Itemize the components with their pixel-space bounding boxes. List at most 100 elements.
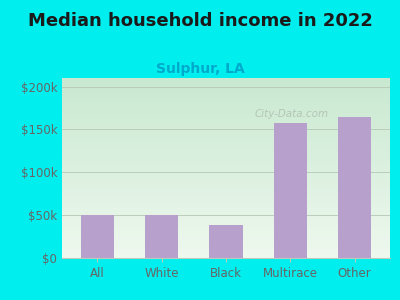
Bar — [62, 126, 390, 127]
Bar — [62, 165, 390, 166]
Bar — [62, 115, 390, 116]
Bar — [62, 153, 390, 154]
Bar — [62, 113, 390, 114]
Bar — [62, 110, 390, 111]
Bar — [62, 85, 390, 86]
Bar — [62, 192, 390, 193]
Bar — [62, 160, 390, 161]
Bar — [62, 194, 390, 195]
Bar — [62, 187, 390, 188]
Bar — [62, 251, 390, 252]
Bar — [62, 222, 390, 223]
Bar — [62, 146, 390, 147]
Bar — [62, 82, 390, 83]
Bar — [62, 223, 390, 224]
Bar — [274, 123, 307, 258]
Bar — [62, 118, 390, 119]
Bar — [62, 90, 390, 91]
Bar — [62, 200, 390, 201]
Bar — [62, 100, 390, 101]
Bar — [62, 183, 390, 184]
Bar — [62, 247, 390, 248]
Bar — [62, 88, 390, 89]
Bar — [62, 230, 390, 231]
Bar — [62, 232, 390, 233]
Bar — [62, 84, 390, 85]
Bar — [62, 245, 390, 246]
Bar — [62, 142, 390, 143]
Bar — [62, 257, 390, 258]
Bar — [62, 191, 390, 192]
Bar — [62, 106, 390, 107]
Bar — [62, 121, 390, 122]
Bar — [62, 253, 390, 254]
Bar — [62, 234, 390, 235]
Bar — [62, 95, 390, 96]
Bar — [62, 198, 390, 199]
Bar — [62, 227, 390, 228]
Bar — [62, 239, 390, 240]
Bar — [62, 241, 390, 242]
Bar — [62, 120, 390, 121]
Bar — [338, 117, 371, 258]
Bar — [62, 217, 390, 218]
Bar — [62, 176, 390, 177]
Bar — [62, 143, 390, 144]
Bar — [62, 155, 390, 156]
Bar — [62, 112, 390, 113]
Bar — [62, 148, 390, 149]
Bar — [62, 231, 390, 232]
Bar — [62, 225, 390, 226]
Bar — [62, 175, 390, 176]
Bar — [62, 229, 390, 230]
Bar — [62, 168, 390, 169]
Bar — [62, 203, 390, 204]
Bar — [62, 78, 390, 79]
Bar — [62, 157, 390, 158]
Bar — [62, 119, 390, 120]
Bar — [62, 156, 390, 157]
Bar — [62, 179, 390, 180]
Bar — [62, 103, 390, 104]
Bar — [62, 116, 390, 117]
Bar — [62, 130, 390, 131]
Bar — [62, 178, 390, 179]
Bar — [62, 188, 390, 189]
Bar — [62, 193, 390, 194]
Bar — [62, 255, 390, 256]
Bar — [62, 242, 390, 243]
Bar — [62, 197, 390, 198]
Bar — [62, 189, 390, 190]
Bar — [62, 248, 390, 249]
Bar — [62, 169, 390, 170]
Bar — [62, 210, 390, 211]
Bar — [62, 83, 390, 84]
Bar — [62, 196, 390, 197]
Bar — [62, 202, 390, 203]
Bar — [62, 199, 390, 200]
Bar — [81, 215, 114, 258]
Bar — [62, 101, 390, 102]
Bar — [62, 243, 390, 244]
Bar — [62, 150, 390, 151]
Bar — [62, 117, 390, 118]
Bar — [62, 154, 390, 155]
Bar — [62, 111, 390, 112]
Bar — [62, 224, 390, 225]
Bar — [62, 215, 390, 216]
Bar — [62, 105, 390, 106]
Bar — [62, 139, 390, 140]
Bar — [62, 218, 390, 219]
Bar — [209, 225, 243, 258]
Bar — [62, 226, 390, 227]
Bar — [62, 158, 390, 159]
Text: Median household income in 2022: Median household income in 2022 — [28, 12, 372, 30]
Bar — [62, 89, 390, 90]
Bar — [62, 205, 390, 206]
Bar — [62, 108, 390, 109]
Bar — [62, 219, 390, 220]
Bar — [62, 201, 390, 202]
Bar — [62, 145, 390, 146]
Bar — [62, 190, 390, 191]
Bar — [62, 94, 390, 95]
